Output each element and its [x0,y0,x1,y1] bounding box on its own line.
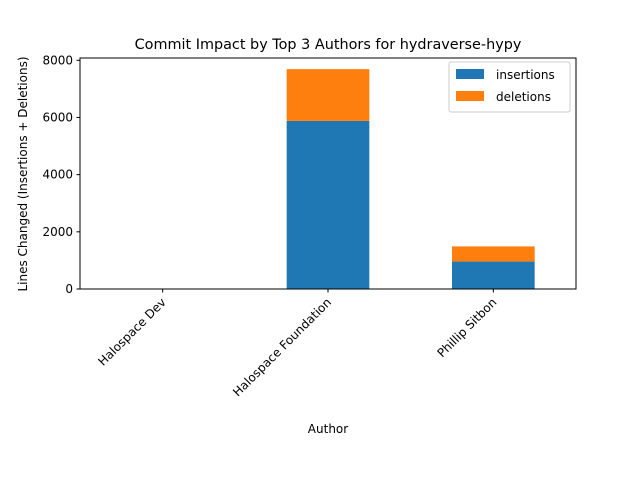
bars-group [286,69,535,289]
bar-deletions-1 [286,69,370,121]
x-axis-label: Author [308,422,348,436]
y-tick-label-2: 4000 [42,168,73,182]
y-tick-label-0: 0 [65,282,73,296]
legend-label-deletions: deletions [496,90,551,104]
bar-deletions-2 [452,246,535,262]
y-tick-label-3: 6000 [42,110,73,124]
y-tick-label-4: 8000 [42,53,73,67]
legend-swatch-deletions [456,91,484,101]
legend-swatch-insertions [456,69,484,79]
y-axis-label: Lines Changed (Insertions + Deletions) [16,56,30,291]
chart-title: Commit Impact by Top 3 Authors for hydra… [135,37,522,53]
y-axis: 0 2000 4000 6000 8000 [42,53,80,296]
bar-insertions-1 [286,120,370,289]
legend-label-insertions: insertions [496,68,555,82]
y-tick-label-1: 2000 [42,225,73,239]
bar-insertions-2 [452,261,535,289]
legend: insertions deletions [448,61,571,113]
